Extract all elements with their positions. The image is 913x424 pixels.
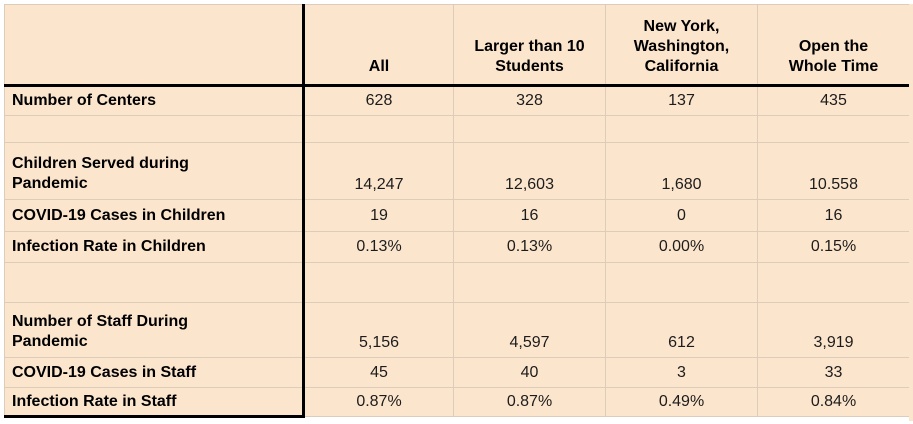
cell-rate-children-label[interactable]: Infection Rate in Children bbox=[4, 231, 304, 263]
cell-cases-children-owt[interactable]: 16 bbox=[757, 199, 910, 232]
header-cell-larger-than-10[interactable]: Larger than 10 Students bbox=[453, 4, 606, 87]
row-infection-rate-staff: Infection Rate in Staff 0.87% 0.87% 0.49… bbox=[4, 387, 910, 418]
cell-number-of-centers-larger[interactable]: 328 bbox=[453, 85, 606, 116]
cell-staff-label[interactable]: Number of Staff During Pandemic bbox=[4, 302, 304, 358]
cell-rate-staff-larger[interactable]: 0.87% bbox=[453, 387, 606, 417]
spacer-cell[interactable] bbox=[4, 262, 304, 303]
cell-staff-nywc[interactable]: 612 bbox=[605, 302, 758, 358]
centers-covid-table: All Larger than 10 Students New York, Wa… bbox=[4, 4, 910, 418]
row-covid-cases-staff: COVID-19 Cases in Staff 45 40 3 33 bbox=[4, 357, 910, 388]
spacer-row bbox=[4, 115, 910, 143]
cell-number-of-centers-label[interactable]: Number of Centers bbox=[4, 85, 304, 116]
row-children-served: Children Served during Pandemic 14,247 1… bbox=[4, 142, 910, 200]
cell-staff-larger[interactable]: 4,597 bbox=[453, 302, 606, 358]
cell-children-served-all[interactable]: 14,247 bbox=[302, 142, 454, 200]
spreadsheet-table: All Larger than 10 Students New York, Wa… bbox=[4, 4, 910, 418]
spacer-cell[interactable] bbox=[605, 262, 758, 303]
cell-cases-staff-owt[interactable]: 33 bbox=[757, 357, 910, 388]
spacer-cell[interactable] bbox=[757, 115, 910, 143]
cell-rate-children-nywc[interactable]: 0.00% bbox=[605, 231, 758, 263]
row-staff-during-pandemic: Number of Staff During Pandemic 5,156 4,… bbox=[4, 302, 910, 358]
cell-rate-children-larger[interactable]: 0.13% bbox=[453, 231, 606, 263]
spacer-row bbox=[4, 262, 910, 303]
cell-cases-staff-label[interactable]: COVID-19 Cases in Staff bbox=[4, 357, 304, 388]
cell-cases-children-all[interactable]: 19 bbox=[302, 199, 454, 232]
cell-children-served-larger[interactable]: 12,603 bbox=[453, 142, 606, 200]
cell-rate-children-all[interactable]: 0.13% bbox=[302, 231, 454, 263]
cell-children-served-nywc[interactable]: 1,680 bbox=[605, 142, 758, 200]
cell-children-served-owt[interactable]: 10.558 bbox=[757, 142, 910, 200]
cell-cases-staff-larger[interactable]: 40 bbox=[453, 357, 606, 388]
spacer-cell[interactable] bbox=[453, 115, 606, 143]
header-cell-ny-wa-ca[interactable]: New York, Washington, California bbox=[605, 4, 758, 87]
cell-cases-children-label[interactable]: COVID-19 Cases in Children bbox=[4, 199, 304, 232]
cell-number-of-centers-owt[interactable]: 435 bbox=[757, 85, 910, 116]
clipped-cell-edge bbox=[909, 4, 913, 421]
cell-cases-staff-all[interactable]: 45 bbox=[302, 357, 454, 388]
spacer-cell[interactable] bbox=[4, 115, 304, 143]
cell-number-of-centers-all[interactable]: 628 bbox=[302, 85, 454, 116]
cell-staff-all[interactable]: 5,156 bbox=[302, 302, 454, 358]
cell-staff-owt[interactable]: 3,919 bbox=[757, 302, 910, 358]
spacer-cell[interactable] bbox=[605, 115, 758, 143]
spacer-cell[interactable] bbox=[757, 262, 910, 303]
cell-rate-children-owt[interactable]: 0.15% bbox=[757, 231, 910, 263]
spacer-cell[interactable] bbox=[302, 262, 454, 303]
cell-cases-children-nywc[interactable]: 0 bbox=[605, 199, 758, 232]
spacer-cell[interactable] bbox=[302, 115, 454, 143]
row-covid-cases-children: COVID-19 Cases in Children 19 16 0 16 bbox=[4, 199, 910, 232]
cell-rate-staff-owt[interactable]: 0.84% bbox=[757, 387, 910, 417]
row-number-of-centers: Number of Centers 628 328 137 435 bbox=[4, 85, 910, 116]
cell-rate-staff-nywc[interactable]: 0.49% bbox=[605, 387, 758, 417]
row-infection-rate-children: Infection Rate in Children 0.13% 0.13% 0… bbox=[4, 231, 910, 263]
cell-cases-staff-nywc[interactable]: 3 bbox=[605, 357, 758, 388]
spacer-cell[interactable] bbox=[453, 262, 606, 303]
header-row: All Larger than 10 Students New York, Wa… bbox=[4, 4, 910, 87]
header-cell-blank[interactable] bbox=[4, 4, 304, 87]
cell-children-served-label[interactable]: Children Served during Pandemic bbox=[4, 142, 304, 200]
cell-cases-children-larger[interactable]: 16 bbox=[453, 199, 606, 232]
cell-rate-staff-label[interactable]: Infection Rate in Staff bbox=[4, 387, 304, 418]
cell-number-of-centers-nywc[interactable]: 137 bbox=[605, 85, 758, 116]
header-cell-open-whole-time[interactable]: Open the Whole Time bbox=[757, 4, 910, 87]
cell-rate-staff-all[interactable]: 0.87% bbox=[302, 387, 454, 417]
header-cell-all[interactable]: All bbox=[302, 4, 454, 87]
